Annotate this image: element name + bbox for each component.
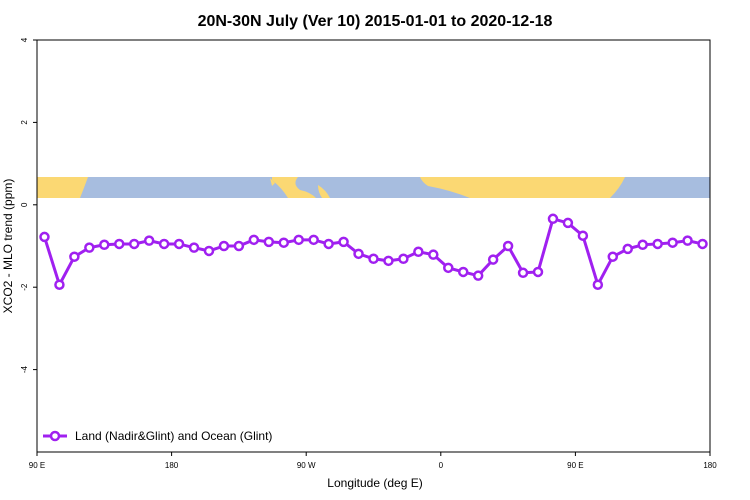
- point: [114, 238, 125, 250]
- point: [218, 240, 230, 252]
- x-tick-label: 90 E: [29, 461, 45, 470]
- point: [562, 217, 574, 229]
- point: [413, 246, 424, 258]
- point: [368, 253, 379, 265]
- x-tick-label: 0: [439, 461, 444, 470]
- point: [173, 238, 185, 250]
- point: [428, 249, 439, 260]
- point: [637, 239, 648, 251]
- x-tick-label: 90 E: [567, 461, 583, 470]
- point: [54, 279, 65, 290]
- point: [697, 238, 708, 250]
- point: [457, 266, 469, 278]
- point: [233, 240, 245, 252]
- point: [263, 236, 275, 248]
- x-axis-label: Longitude (deg E): [327, 476, 422, 490]
- point: [84, 242, 95, 253]
- point: [517, 267, 529, 279]
- y-tick-label: 0: [20, 202, 29, 207]
- chart-title: 20N-30N July (Ver 10) 2015-01-01 to 2020…: [198, 13, 553, 30]
- point: [69, 251, 80, 262]
- point: [502, 240, 514, 252]
- point: [99, 239, 110, 251]
- point: [128, 238, 140, 250]
- y-tick-label: 4: [20, 37, 29, 42]
- map-strip: [37, 177, 710, 198]
- x-tick-label: 180: [703, 461, 717, 470]
- point: [158, 238, 170, 250]
- legend-label: Land (Nadir&Glint) and Ocean (Glint): [75, 429, 272, 443]
- x-tick-label: 90 W: [297, 461, 316, 470]
- point: [652, 238, 663, 250]
- point: [143, 235, 155, 246]
- point: [203, 245, 215, 257]
- plot-frame: [36, 39, 711, 453]
- point: [248, 234, 260, 246]
- point: [338, 236, 349, 248]
- y-axis-label: XCO2 - MLO trend (ppm): [1, 179, 15, 314]
- point: [293, 234, 304, 246]
- point: [188, 242, 200, 253]
- point: [532, 266, 544, 278]
- point: [487, 254, 499, 265]
- point: [39, 231, 50, 243]
- point: [622, 243, 633, 255]
- point: [607, 251, 619, 262]
- y-tick-label: -2: [20, 283, 29, 291]
- point: [383, 255, 394, 267]
- point: [547, 213, 559, 225]
- y-tick-label: 2: [20, 120, 29, 125]
- point: [278, 237, 290, 248]
- point: [353, 248, 364, 260]
- point: [592, 279, 604, 290]
- point: [667, 237, 678, 248]
- legend-marker: [49, 430, 61, 442]
- point: [472, 270, 484, 281]
- point: [443, 262, 454, 274]
- y-tick-label: -4: [20, 365, 29, 373]
- series-line: [43, 216, 703, 289]
- point: [577, 230, 589, 241]
- point: [308, 234, 319, 246]
- point: [682, 235, 693, 246]
- x-tick-label: 180: [165, 461, 179, 470]
- point: [323, 238, 334, 250]
- point: [398, 253, 409, 265]
